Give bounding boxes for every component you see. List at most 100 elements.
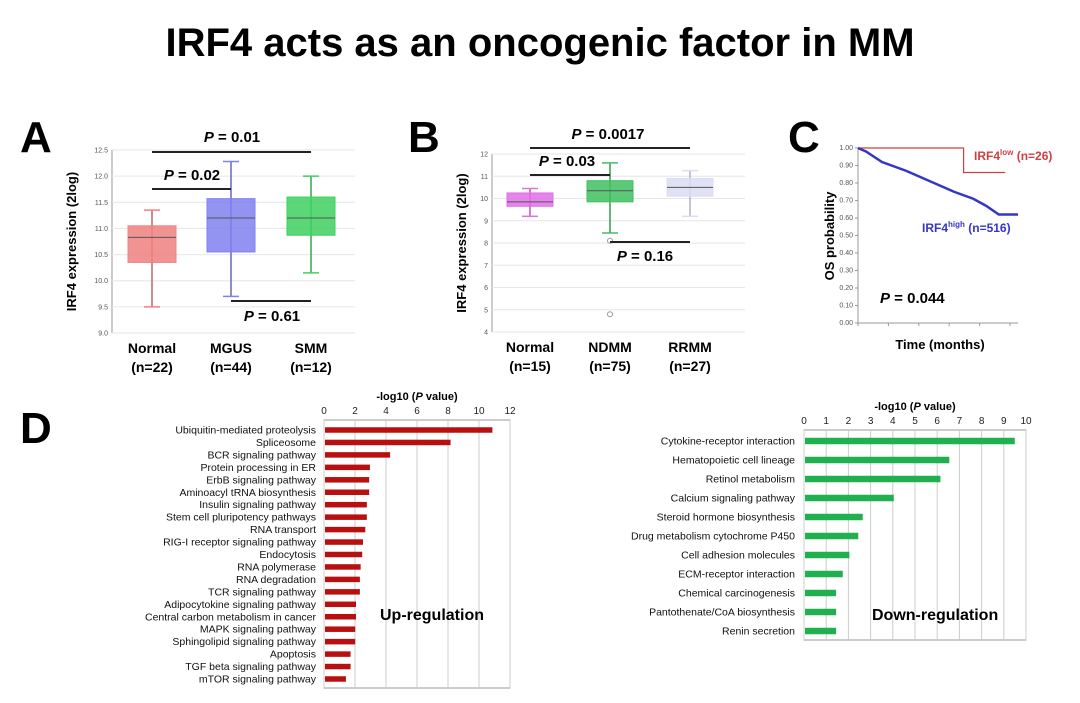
bar bbox=[325, 539, 363, 545]
box-smm bbox=[286, 196, 336, 236]
y-tick-label: 9.0 bbox=[98, 331, 108, 338]
bar bbox=[805, 589, 837, 597]
p-value-label: P = 0.16 bbox=[617, 248, 673, 265]
pathway-label: RIG-I receptor signaling pathway bbox=[163, 537, 317, 549]
slide-title: IRF4 acts as an oncogenic factor in MM bbox=[165, 21, 914, 65]
y-tick-label: 5 bbox=[484, 307, 488, 314]
y-tick-label: 7 bbox=[484, 263, 488, 270]
bar bbox=[805, 570, 843, 578]
y-tick-label: 0.70 bbox=[839, 198, 853, 205]
pathway-label: Cell adhesion molecules bbox=[681, 550, 795, 562]
survival-curve-low bbox=[858, 147, 1006, 174]
y-tick-label: 0.80 bbox=[839, 180, 853, 187]
bar bbox=[325, 452, 391, 458]
p-value: = 0.16 bbox=[627, 248, 673, 265]
title-part: value) bbox=[921, 401, 956, 413]
panel-label-d: D bbox=[20, 404, 52, 453]
bar bbox=[325, 663, 351, 670]
box-normal bbox=[127, 225, 177, 263]
y-tick-label: 11 bbox=[481, 174, 488, 181]
p-symbol: P bbox=[244, 308, 255, 325]
category-n-label: (n=44) bbox=[210, 359, 252, 375]
pathway-label: RNA polymerase bbox=[237, 561, 316, 573]
pathway-label: BCR signaling pathway bbox=[207, 449, 316, 461]
bar bbox=[325, 551, 363, 558]
y-tick-label: 9 bbox=[484, 218, 488, 225]
pathway-label: Chemical carcinogenesis bbox=[678, 588, 795, 600]
p-value: = 0.044 bbox=[890, 290, 945, 307]
bar bbox=[805, 627, 837, 635]
series-name: IRF4 bbox=[922, 221, 948, 235]
panel-label-b: B bbox=[408, 113, 440, 162]
y-tick-label: 0.60 bbox=[839, 215, 853, 222]
y-tick-label: 0.20 bbox=[839, 285, 853, 292]
y-tick-label: 10.0 bbox=[94, 278, 108, 285]
x-tick-label: 4 bbox=[890, 416, 896, 427]
bar bbox=[325, 564, 361, 570]
panel-b-boxplot: 4 5 6 7 8 9 10 11 12 IRF4 expression (2log) Normal… bbox=[454, 126, 745, 374]
x-tick-label: 7 bbox=[957, 416, 963, 427]
y-tick-label: 12.0 bbox=[94, 174, 108, 181]
x-tick-label: 10 bbox=[473, 406, 485, 417]
category-label: NDMM bbox=[588, 339, 632, 355]
category-label: Normal bbox=[128, 340, 176, 356]
bar bbox=[325, 626, 356, 632]
pathway-label: Pantothenate/CoA biosynthesis bbox=[649, 607, 795, 619]
y-tick-label: 0.10 bbox=[839, 303, 853, 310]
pathway-label: Endocytosis bbox=[259, 549, 316, 561]
p-value-label: P = 0.61 bbox=[244, 308, 300, 325]
y-tick-label: 4 bbox=[484, 330, 488, 337]
bar bbox=[325, 614, 356, 620]
y-tick-label: 0.40 bbox=[839, 250, 853, 257]
bar bbox=[805, 532, 859, 540]
x-axis-title: -log10 (P value) bbox=[874, 401, 956, 413]
y-tick-label: 10 bbox=[480, 196, 488, 203]
title-p: P bbox=[913, 401, 921, 413]
box-normal bbox=[506, 192, 554, 207]
pathway-label: Insulin signaling pathway bbox=[199, 499, 316, 511]
y-tick-label: 8 bbox=[484, 241, 488, 248]
category-label: RRMM bbox=[668, 339, 712, 355]
category-label: SMM bbox=[295, 340, 328, 356]
p-symbol: P bbox=[617, 248, 628, 265]
panel-a-boxplot: 9.0 9.5 10.0 10.5 11.0 11.5 12.0 12.5 IRF4 expre… bbox=[64, 129, 355, 375]
y-tick-label: 0.90 bbox=[839, 163, 853, 170]
pathway-label: TGF beta signaling pathway bbox=[185, 661, 316, 673]
p-value-label: P = 0.01 bbox=[204, 129, 260, 146]
p-symbol: P bbox=[572, 126, 583, 143]
pathway-label: Central carbon metabolism in cancer bbox=[145, 611, 316, 623]
x-tick-label: 3 bbox=[868, 416, 874, 427]
bar bbox=[325, 576, 360, 583]
y-tick-label: 12.5 bbox=[94, 148, 108, 155]
x-tick-label: 0 bbox=[801, 416, 807, 427]
pathway-label: Apoptosis bbox=[270, 649, 316, 661]
x-tick-label: 2 bbox=[352, 406, 358, 417]
category-n-label: (n=15) bbox=[509, 358, 551, 374]
series-superscript: low bbox=[1000, 148, 1014, 157]
title-p: P bbox=[415, 391, 423, 403]
y-axis-label: IRF4 expression (2log) bbox=[454, 173, 469, 312]
p-value-label: P = 0.044 bbox=[880, 290, 945, 307]
bar bbox=[325, 439, 451, 446]
outlier-point bbox=[607, 311, 613, 318]
category-n-label: (n=27) bbox=[669, 358, 711, 374]
pathway-label: RNA degradation bbox=[236, 574, 316, 586]
p-value: = 0.0017 bbox=[582, 126, 645, 143]
y-tick-label: 11.0 bbox=[95, 226, 108, 233]
x-axis-label: Time (months) bbox=[895, 337, 984, 352]
p-value: = 0.03 bbox=[549, 153, 595, 170]
bar bbox=[805, 475, 941, 483]
pathway-label: Renin secretion bbox=[722, 626, 795, 638]
x-tick-label: 6 bbox=[414, 406, 420, 417]
series-n: (n=516) bbox=[965, 221, 1011, 235]
p-symbol: P bbox=[880, 290, 891, 307]
series-superscript: high bbox=[948, 220, 965, 229]
bar bbox=[325, 477, 370, 483]
bar bbox=[325, 501, 367, 508]
bar bbox=[325, 638, 356, 645]
legend-label-low: IRF4low (n=26) bbox=[974, 148, 1052, 163]
y-axis-label: IRF4 expression (2log) bbox=[64, 172, 79, 311]
y-tick-label: 9.5 bbox=[98, 304, 108, 311]
bar bbox=[805, 437, 1015, 445]
x-tick-label: 8 bbox=[979, 416, 985, 427]
